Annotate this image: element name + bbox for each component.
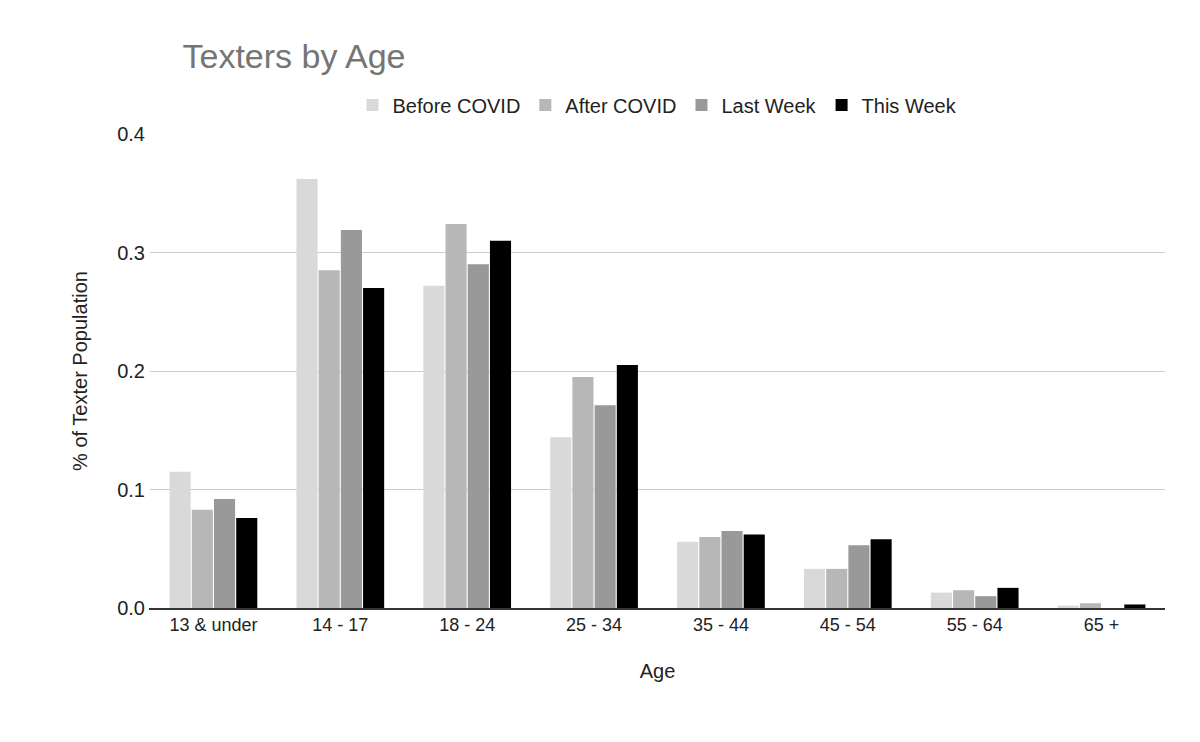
- svg-text:0.2: 0.2: [117, 360, 145, 382]
- svg-text:45 - 54: 45 - 54: [820, 615, 876, 635]
- svg-text:Last Week: Last Week: [721, 95, 816, 117]
- svg-text:After COVID: After COVID: [565, 95, 676, 117]
- svg-text:0.4: 0.4: [117, 123, 145, 145]
- svg-text:55 - 64: 55 - 64: [947, 615, 1003, 635]
- svg-text:65 +: 65 +: [1084, 615, 1120, 635]
- svg-text:14 - 17: 14 - 17: [312, 615, 368, 635]
- svg-text:0.3: 0.3: [117, 242, 145, 264]
- svg-text:0.1: 0.1: [117, 479, 145, 501]
- svg-text:35 - 44: 35 - 44: [693, 615, 749, 635]
- svg-text:Before COVID: Before COVID: [393, 95, 521, 117]
- svg-text:Texters by Age: Texters by Age: [182, 37, 405, 75]
- svg-text:25 - 34: 25 - 34: [566, 615, 622, 635]
- svg-text:Age: Age: [640, 660, 676, 682]
- svg-text:13 & under: 13 & under: [169, 615, 257, 635]
- svg-text:18 - 24: 18 - 24: [439, 615, 495, 635]
- svg-text:0.0: 0.0: [117, 597, 145, 619]
- svg-text:This Week: This Week: [862, 95, 957, 117]
- svg-text:% of Texter Population: % of Texter Population: [69, 271, 91, 471]
